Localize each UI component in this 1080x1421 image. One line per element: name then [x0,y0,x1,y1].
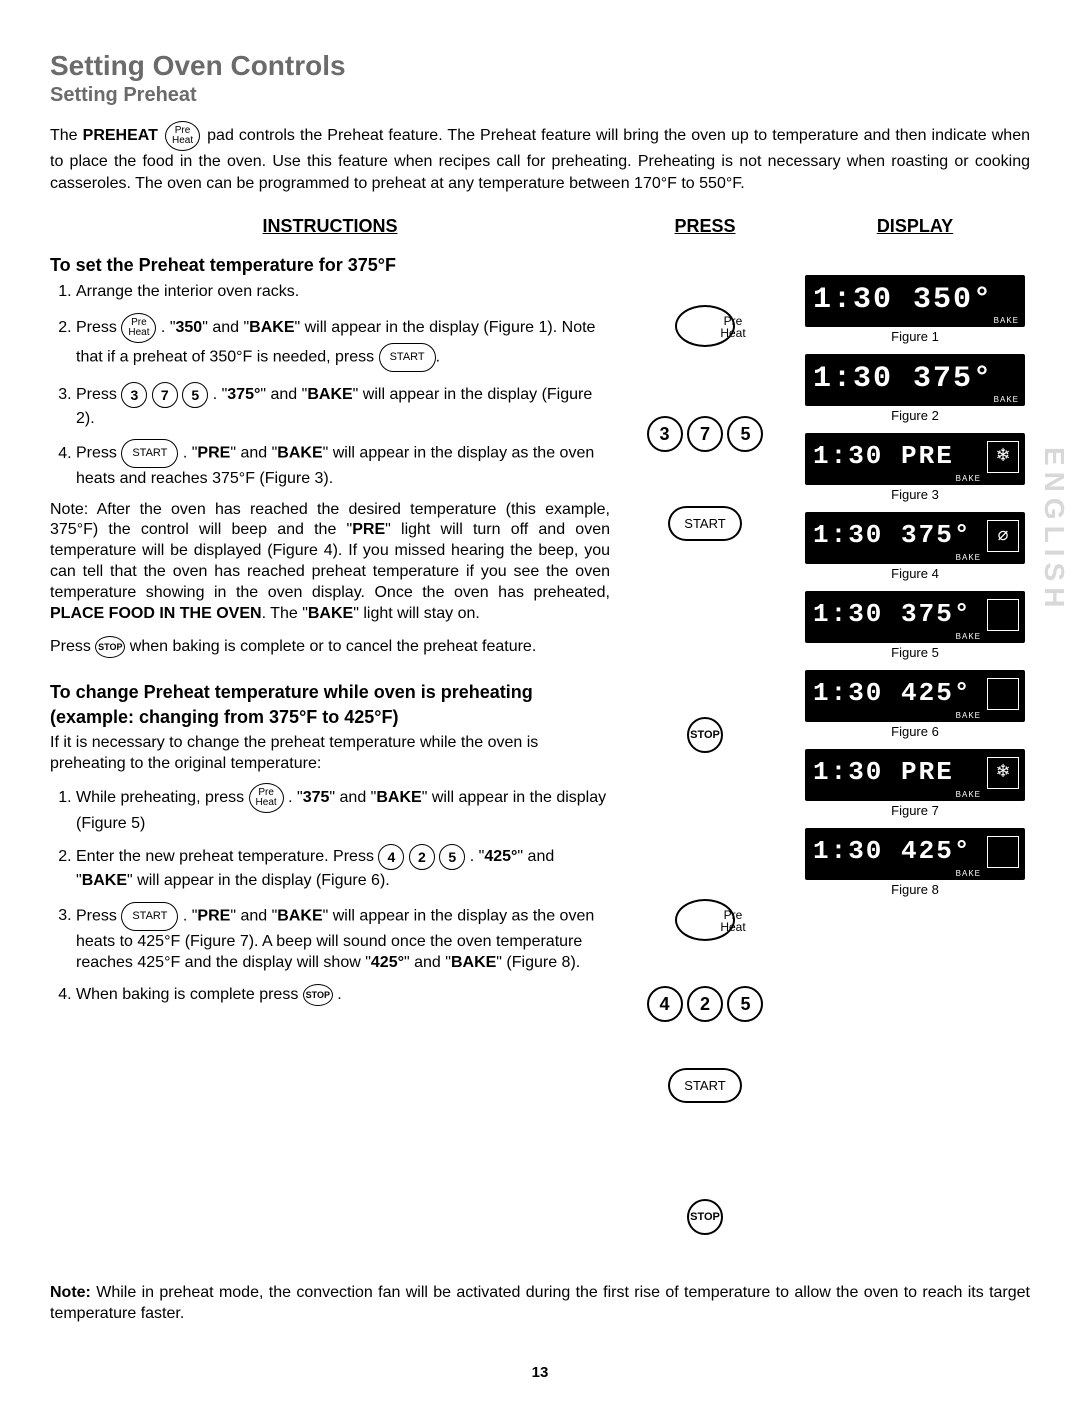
step-b1: While preheating, press PreHeat . "375" … [76,783,610,835]
footnote: Note: While in preheat mode, the convect… [50,1283,1030,1325]
cancel-line: Press STOP when baking is complete or to… [50,636,610,658]
start-pad-icon: START [121,902,178,931]
display-figure-3: 1:30 PRE ❄ BAKE [805,433,1025,485]
column-headers: INSTRUCTIONS PRESS DISPLAY [50,216,1030,237]
intro-paragraph: The PREHEAT PreHeat pad controls the Pre… [50,121,1030,196]
preheat-pad-icon: PreHeat [165,121,200,151]
display-figure-7: 1:30 PRE ❄ BAKE [805,749,1025,801]
digit-5-icon: 5 [727,986,763,1022]
display-figure-5: 1:30 375° BAKE [805,591,1025,643]
section-1-list: Arrange the interior oven racks. Press P… [50,281,610,489]
stop-pad-icon: STOP [95,636,125,658]
section-2-list: While preheating, press PreHeat . "375" … [50,783,610,1006]
empty-icon [987,836,1019,868]
stop-pad-icon: STOP [303,984,333,1006]
press-preheat: PreHeat [610,305,800,352]
sub-title: Setting Preheat [50,84,1030,107]
digit-2-icon: 2 [409,844,435,870]
step-b3: Press START . "PRE" and "BAKE" will appe… [76,902,610,974]
instructions-column: To set the Preheat temperature for 375°F… [50,247,610,1016]
step-b2: Enter the new preheat temperature. Press… [76,844,610,892]
press-stop-2: STOP [610,1199,800,1235]
empty-icon [987,678,1019,710]
step-4: Press START . "PRE" and "BAKE" will appe… [76,439,610,489]
display-column: ENGLISH 1:30 350° BAKE Figure 1 1:30 375… [800,247,1030,907]
press-425: 4 2 5 [610,986,800,1022]
figure-4-caption: Figure 4 [800,566,1030,581]
figure-8-caption: Figure 8 [800,882,1030,897]
figure-3-caption: Figure 3 [800,487,1030,502]
preheat-pad-icon: PreHeat [121,313,156,343]
preheat-word: PREHEAT [83,127,158,144]
section-1-heading: To set the Preheat temperature for 375°F [50,253,610,277]
start-pad-icon: START [379,343,436,372]
display-figure-6: 1:30 425° BAKE [805,670,1025,722]
start-pad-icon: START [668,1068,741,1103]
press-start-2: START [610,1068,800,1103]
figure-1-caption: Figure 1 [800,329,1030,344]
step-3: Press 3 7 5 . "375°" and "BAKE" will app… [76,382,610,430]
step-2: Press PreHeat . "350" and "BAKE" will ap… [76,313,610,372]
preheat-pad-icon: PreHeat [675,899,735,941]
empty-icon [987,599,1019,631]
section-2-intro: If it is necessary to change the preheat… [50,733,610,775]
display-figure-4: 1:30 375° ⌀ BAKE [805,512,1025,564]
digit-3-icon: 3 [647,416,683,452]
figure-7-caption: Figure 7 [800,803,1030,818]
figure-6-caption: Figure 6 [800,724,1030,739]
main-title: Setting Oven Controls [50,50,1030,82]
step-b4: When baking is complete press STOP . [76,984,610,1006]
press-start-1: START [610,506,800,541]
display-figure-2: 1:30 375° BAKE [805,354,1025,406]
preheat-pad-icon: PreHeat [249,783,284,813]
snowflake-icon: ❄ [987,441,1019,473]
press-header: PRESS [674,216,735,236]
instructions-header: INSTRUCTIONS [263,216,398,236]
step-1: Arrange the interior oven racks. [76,281,610,303]
section-2-heading: To change Preheat temperature while oven… [50,680,610,729]
stop-pad-icon: STOP [687,1199,723,1235]
display-figure-8: 1:30 425° BAKE [805,828,1025,880]
press-stop-1: STOP [610,717,800,753]
start-pad-icon: START [668,506,741,541]
digit-7-icon: 7 [152,382,178,408]
digit-2-icon: 2 [687,986,723,1022]
digit-7-icon: 7 [687,416,723,452]
language-side-label: ENGLISH [1038,447,1070,613]
display-figure-1: 1:30 350° BAKE [805,275,1025,327]
stop-pad-icon: STOP [687,717,723,753]
digit-4-icon: 4 [378,844,404,870]
note-1: Note: After the oven has reached the des… [50,500,610,625]
digit-5-icon: 5 [439,844,465,870]
digit-4-icon: 4 [647,986,683,1022]
press-preheat-2: PreHeat [610,899,800,946]
preheat-pad-icon: PreHeat [675,305,735,347]
figure-5-caption: Figure 5 [800,645,1030,660]
snowflake-icon: ❄ [987,757,1019,789]
page-number: 13 [50,1364,1030,1381]
figure-2-caption: Figure 2 [800,408,1030,423]
digit-3-icon: 3 [121,382,147,408]
digit-5-icon: 5 [182,382,208,408]
start-pad-icon: START [121,439,178,468]
digit-5-icon: 5 [727,416,763,452]
press-column: PreHeat 3 7 5 START STOP PreHeat 4 2 5 [610,247,800,1253]
intro-text: The [50,127,83,144]
fan-icon: ⌀ [987,520,1019,552]
press-375: 3 7 5 [610,416,800,452]
display-header: DISPLAY [877,216,953,236]
